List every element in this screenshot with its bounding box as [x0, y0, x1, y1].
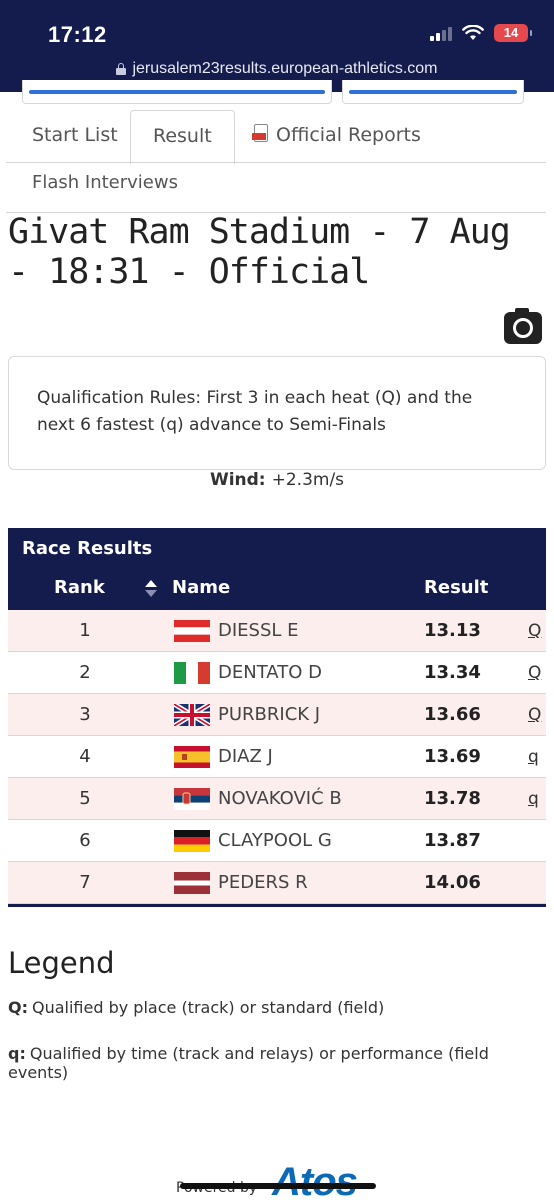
tab-bar: Start List Result Official Reports [14, 110, 546, 164]
result-cell: 13.78 [424, 788, 481, 809]
legend-item-q-lower: q: Qualified by time (track and relays) o… [8, 1044, 554, 1082]
table-row[interactable]: 7 PEDERS R 14.06 [8, 862, 546, 904]
rank-cell: 6 [79, 830, 91, 851]
column-rank[interactable]: Rank [54, 577, 105, 598]
result-cell: 13.13 [424, 620, 481, 641]
tab-start-list[interactable]: Start List [32, 124, 118, 146]
sort-icon[interactable] [145, 580, 157, 598]
qualification-mark[interactable]: q [528, 789, 539, 809]
italy-flag-icon [174, 662, 210, 684]
result-cell: 13.69 [424, 746, 481, 767]
lock-icon [116, 63, 127, 75]
table-row[interactable]: 3 PURBRICK J 13.66 Q [8, 694, 546, 736]
browser-chrome: 17:12 14 jerusalem23results.european-ath… [0, 0, 554, 92]
legend-text: Qualified by time (track and relays) or … [8, 1044, 489, 1082]
url-text: jerusalem23results.european-athletics.co… [132, 60, 438, 77]
tab-official-reports-label: Official Reports [276, 124, 421, 146]
athlete-name[interactable]: CLAYPOOL G [218, 830, 332, 851]
cellular-signal-icon [430, 25, 452, 41]
camera-icon[interactable] [504, 308, 542, 344]
table-row[interactable]: 5 NOVAKOVIĆ B 13.78 q [8, 778, 546, 820]
page-title: Givat Ram Stadium - 7 Aug - 18:31 - Offi… [8, 212, 511, 292]
serbia-flag-icon [174, 788, 210, 810]
rank-cell: 1 [79, 620, 91, 641]
table-caption: Race Results [22, 538, 153, 559]
status-time: 17:12 [48, 22, 107, 47]
tab-divider-2 [6, 212, 546, 213]
home-indicator[interactable] [180, 1183, 376, 1189]
germany-flag-icon [174, 830, 210, 852]
table-row[interactable]: 2 DENTATO D 13.34 Q [8, 652, 546, 694]
event-selector[interactable] [22, 80, 332, 104]
athlete-name[interactable]: DIESSL E [218, 620, 299, 641]
qualification-rules: Qualification Rules: First 3 in each hea… [8, 356, 546, 470]
battery-level: 14 [503, 25, 519, 40]
table-row[interactable]: 1 DIESSL E 13.13 Q [8, 610, 546, 652]
atos-logo[interactable]: Atos [272, 1160, 358, 1200]
athlete-name[interactable]: DENTATO D [218, 662, 322, 683]
rank-cell: 7 [79, 872, 91, 893]
wind-label: Wind: [209, 470, 266, 490]
tab-flash-interviews[interactable]: Flash Interviews [32, 172, 178, 193]
athlete-name[interactable]: NOVAKOVIĆ B [218, 788, 342, 809]
table-bottom-rule [8, 904, 546, 907]
athlete-name[interactable]: DIAZ J [218, 746, 273, 767]
column-result[interactable]: Result [424, 577, 489, 598]
wind-value: +2.3m/s [271, 470, 345, 490]
qualification-mark[interactable]: q [528, 747, 539, 767]
latvia-flag-icon [174, 872, 210, 894]
legend-text: Qualified by place (track) or standard (… [32, 998, 385, 1017]
legend-title: Legend [8, 946, 115, 980]
qualification-rules-text: Qualification Rules: First 3 in each hea… [37, 388, 473, 435]
tab-official-reports[interactable]: Official Reports [252, 110, 421, 164]
result-cell: 13.66 [424, 704, 481, 725]
wind-reading: Wind: +2.3m/s [0, 470, 554, 490]
table-row[interactable]: 4 DIAZ J 13.69 q [8, 736, 546, 778]
tab-result[interactable]: Result [130, 110, 235, 164]
qualification-mark[interactable]: Q [528, 621, 542, 641]
table-body: 1 DIESSL E 13.13 Q 2 DENTATO D 13.34 Q 3 PURBRICK… [8, 610, 546, 904]
athlete-name[interactable]: PURBRICK J [218, 704, 321, 725]
column-name[interactable]: Name [172, 577, 231, 598]
rank-cell: 5 [79, 788, 91, 809]
legend-key: q: [8, 1044, 26, 1063]
spain-flag-icon [174, 746, 210, 768]
result-cell: 13.87 [424, 830, 481, 851]
result-cell: 14.06 [424, 872, 481, 893]
qualification-mark[interactable]: Q [528, 705, 542, 725]
table-row[interactable]: 6 CLAYPOOL G 13.87 [8, 820, 546, 862]
rank-cell: 3 [79, 704, 91, 725]
result-cell: 13.34 [424, 662, 481, 683]
legend-key: Q: [8, 998, 28, 1017]
rank-cell: 2 [79, 662, 91, 683]
austria-flag-icon [174, 620, 210, 642]
qualification-mark[interactable]: Q [528, 663, 542, 683]
tab-divider [6, 162, 546, 163]
wifi-icon [462, 25, 484, 40]
legend-item-q-upper: Q: Qualified by place (track) or standard… [8, 998, 384, 1017]
table-header: Race Results Rank Name Result [8, 528, 546, 610]
round-selector[interactable] [342, 80, 524, 104]
pdf-icon [252, 124, 270, 144]
athlete-name[interactable]: PEDERS R [218, 872, 308, 893]
address-bar[interactable]: jerusalem23results.european-athletics.co… [0, 60, 554, 78]
great-britain-flag-icon [174, 704, 210, 726]
battery-icon: 14 [494, 24, 532, 42]
status-icons: 14 [430, 24, 532, 42]
rank-cell: 4 [79, 746, 91, 767]
